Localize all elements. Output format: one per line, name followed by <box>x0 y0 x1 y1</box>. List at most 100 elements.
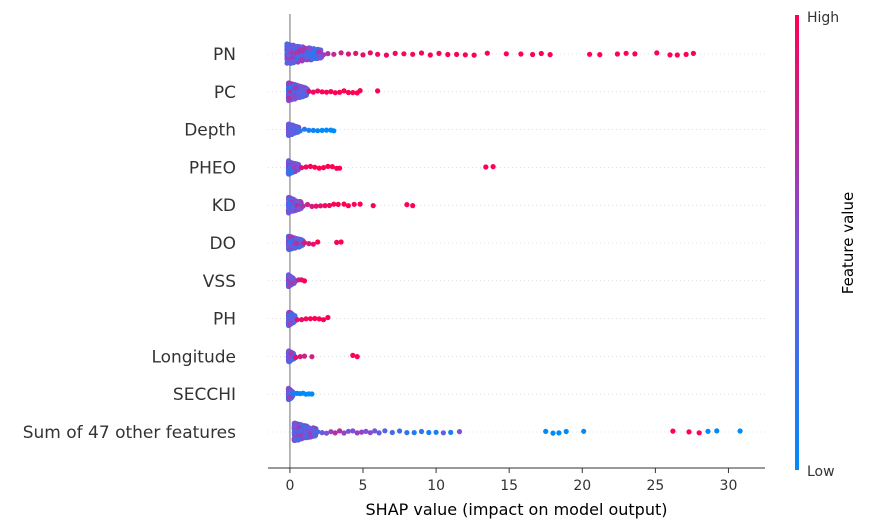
shap-point <box>293 354 299 360</box>
shap-point <box>320 317 327 323</box>
x-axis-label: SHAP value (impact on model output) <box>366 500 668 519</box>
shap-point <box>714 428 720 434</box>
shap-point <box>484 50 490 56</box>
shap-point <box>418 428 425 435</box>
shap-point <box>296 206 302 212</box>
shap-point <box>690 50 697 57</box>
shap-point <box>372 428 378 434</box>
shap-point <box>328 89 334 95</box>
shap-point <box>315 239 321 245</box>
shap-point <box>294 236 300 242</box>
shap-point <box>654 50 660 56</box>
shap-point <box>354 354 360 360</box>
shap-point <box>503 51 509 57</box>
shap-point <box>350 352 356 358</box>
feature-label: KD <box>212 196 236 216</box>
shap-point <box>297 354 303 360</box>
shap-point <box>454 51 460 58</box>
row-guide-lines <box>268 53 765 433</box>
shap-points <box>284 41 743 443</box>
shap-point <box>334 239 340 245</box>
shap-point <box>299 317 305 323</box>
feature-label: Longitude <box>151 347 236 367</box>
shap-point <box>518 51 524 57</box>
shap-point <box>310 89 316 95</box>
shap-point <box>376 430 382 436</box>
shap-point <box>350 90 356 96</box>
shap-point <box>674 52 680 58</box>
shap-point <box>325 314 331 321</box>
shap-point <box>311 427 317 433</box>
shap-point <box>483 164 489 170</box>
shap-point <box>530 51 536 58</box>
shap-point <box>323 430 330 436</box>
shap-point <box>298 57 304 63</box>
shap-point <box>296 91 302 97</box>
shap-point <box>392 50 398 57</box>
shap-point <box>490 164 496 170</box>
shap-point <box>547 52 553 58</box>
colorbar-title: Feature value <box>839 192 857 294</box>
shap-point <box>353 50 359 57</box>
shap-point <box>315 88 321 94</box>
shap-point <box>286 95 292 101</box>
shap-point <box>306 88 312 94</box>
shap-point <box>313 203 319 209</box>
shap-point <box>290 43 296 49</box>
feature-label: Depth <box>184 121 236 141</box>
shap-point <box>286 316 292 322</box>
shap-point <box>290 316 296 322</box>
x-tick-label: 15 <box>500 478 518 494</box>
shap-point <box>410 51 416 57</box>
shap-point <box>288 351 294 357</box>
shap-point <box>292 424 298 430</box>
shap-point <box>287 85 293 91</box>
shap-point <box>316 53 322 59</box>
shap-point <box>307 434 313 440</box>
shap-point <box>338 50 344 56</box>
x-tick-label: 0 <box>285 478 294 494</box>
shap-point <box>301 353 308 359</box>
shap-point <box>319 89 325 95</box>
shap-point <box>294 54 300 60</box>
x-ticks: 0 5 10 15 20 25 30 <box>285 468 737 494</box>
shap-point <box>316 49 322 55</box>
shap-point <box>309 354 315 360</box>
shap-point <box>315 128 321 134</box>
shap-point <box>309 203 315 209</box>
shap-point <box>397 428 403 434</box>
shap-point <box>632 51 638 57</box>
shap-point <box>286 128 292 134</box>
shap-point <box>293 241 299 247</box>
shap-point <box>404 202 410 208</box>
shap-point <box>623 50 629 56</box>
x-axis: 0 5 10 15 20 25 30 SHAP value (impact on model… <box>268 467 765 519</box>
shap-point <box>300 203 306 209</box>
shap-point <box>303 164 309 170</box>
shap-point <box>462 52 468 58</box>
shap-point <box>363 428 369 434</box>
shap-point <box>307 316 313 322</box>
shap-point <box>418 50 425 56</box>
shap-point <box>341 201 347 207</box>
shap-point <box>291 94 297 100</box>
shap-point <box>426 429 432 436</box>
shap-point <box>306 127 312 133</box>
shap-point <box>367 50 373 56</box>
shap-point <box>383 52 389 58</box>
shap-point <box>337 165 343 171</box>
colorbar: High Low Feature value <box>795 10 857 480</box>
shap-point <box>287 274 293 280</box>
shap-point <box>286 394 292 400</box>
shap-point <box>287 124 293 130</box>
shap-point <box>290 58 296 64</box>
shap-point <box>345 203 351 209</box>
shap-point <box>440 430 446 436</box>
shap-point <box>427 52 433 58</box>
shap-point <box>303 316 309 322</box>
shap-point <box>287 239 293 245</box>
shap-point <box>331 201 337 207</box>
shap-point <box>338 239 344 245</box>
shap-point <box>370 203 376 209</box>
